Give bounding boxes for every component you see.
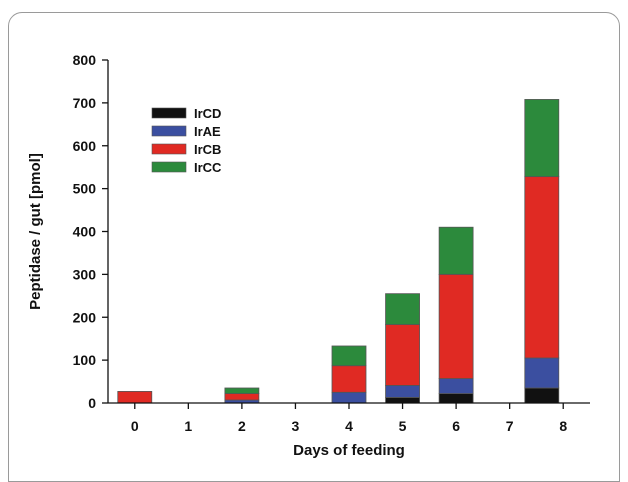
bar-segment-IrCC bbox=[224, 387, 260, 394]
bar-segment-IrCC bbox=[331, 345, 367, 367]
x-tick-label: 6 bbox=[452, 418, 460, 434]
bar-segment-IrAE bbox=[524, 357, 560, 389]
x-tick-label: 3 bbox=[292, 418, 300, 434]
y-tick-label: 600 bbox=[73, 138, 97, 154]
legend-label-IrAE: IrAE bbox=[194, 124, 221, 139]
bar-segment-IrCD bbox=[438, 393, 474, 404]
x-tick-label: 7 bbox=[506, 418, 514, 434]
x-tick-label: 4 bbox=[345, 418, 353, 434]
y-tick-label: 200 bbox=[73, 309, 97, 325]
x-axis-title: Days of feeding bbox=[293, 442, 405, 459]
bar-segment-IrCB bbox=[438, 273, 474, 379]
bar-segment-IrCC bbox=[385, 293, 420, 325]
x-tick-label: 8 bbox=[559, 418, 567, 434]
y-tick-label: 800 bbox=[73, 52, 97, 68]
bar-segment-IrCD bbox=[385, 397, 420, 404]
legend-swatch-IrAE bbox=[151, 125, 187, 137]
legend-swatch-IrCB bbox=[151, 143, 187, 155]
bar-segment-IrAE bbox=[438, 378, 474, 394]
legend-swatch-IrCD bbox=[151, 107, 187, 119]
y-tick-label: 100 bbox=[73, 352, 97, 368]
legend-label-IrCC: IrCC bbox=[194, 160, 222, 175]
bar-segment-IrCB bbox=[385, 324, 420, 386]
y-tick-label: 400 bbox=[73, 224, 97, 240]
x-tick-label: 2 bbox=[238, 418, 246, 434]
x-tick-label: 0 bbox=[131, 418, 139, 434]
bars-group bbox=[117, 99, 560, 404]
legend-label-IrCB: IrCB bbox=[194, 142, 221, 157]
x-tick-label: 1 bbox=[184, 418, 192, 434]
bar-segment-IrCC bbox=[524, 99, 560, 178]
bar-segment-IrCB bbox=[524, 176, 560, 359]
legend: IrCD IrAE IrCB IrCC bbox=[151, 106, 222, 175]
y-tick-label: 300 bbox=[73, 266, 97, 282]
y-axis-title: Peptidase / gut [pmol] bbox=[27, 153, 44, 310]
bar-segment-IrCB bbox=[331, 365, 367, 393]
y-tick-label: 0 bbox=[88, 395, 96, 411]
bar-segment-IrAE bbox=[385, 385, 420, 398]
bar-segment-IrCC bbox=[438, 226, 474, 275]
y-tick-label: 700 bbox=[73, 95, 97, 111]
bar-segment-IrCB bbox=[117, 391, 153, 404]
x-tick-label: 5 bbox=[399, 418, 407, 434]
legend-label-IrCD: IrCD bbox=[194, 106, 221, 121]
y-tick-label: 500 bbox=[73, 181, 97, 197]
bar-segment-IrAE bbox=[331, 391, 367, 404]
chart-frame bbox=[8, 12, 620, 482]
bar-segment-IrCB bbox=[224, 393, 260, 401]
legend-swatch-IrCC bbox=[151, 161, 187, 173]
axes-group: 0 100 200 300 400 500 600 700 800 0 1 2 3 4 5 6 7 8 bbox=[73, 52, 590, 434]
bar-segment-IrCD bbox=[524, 387, 560, 404]
